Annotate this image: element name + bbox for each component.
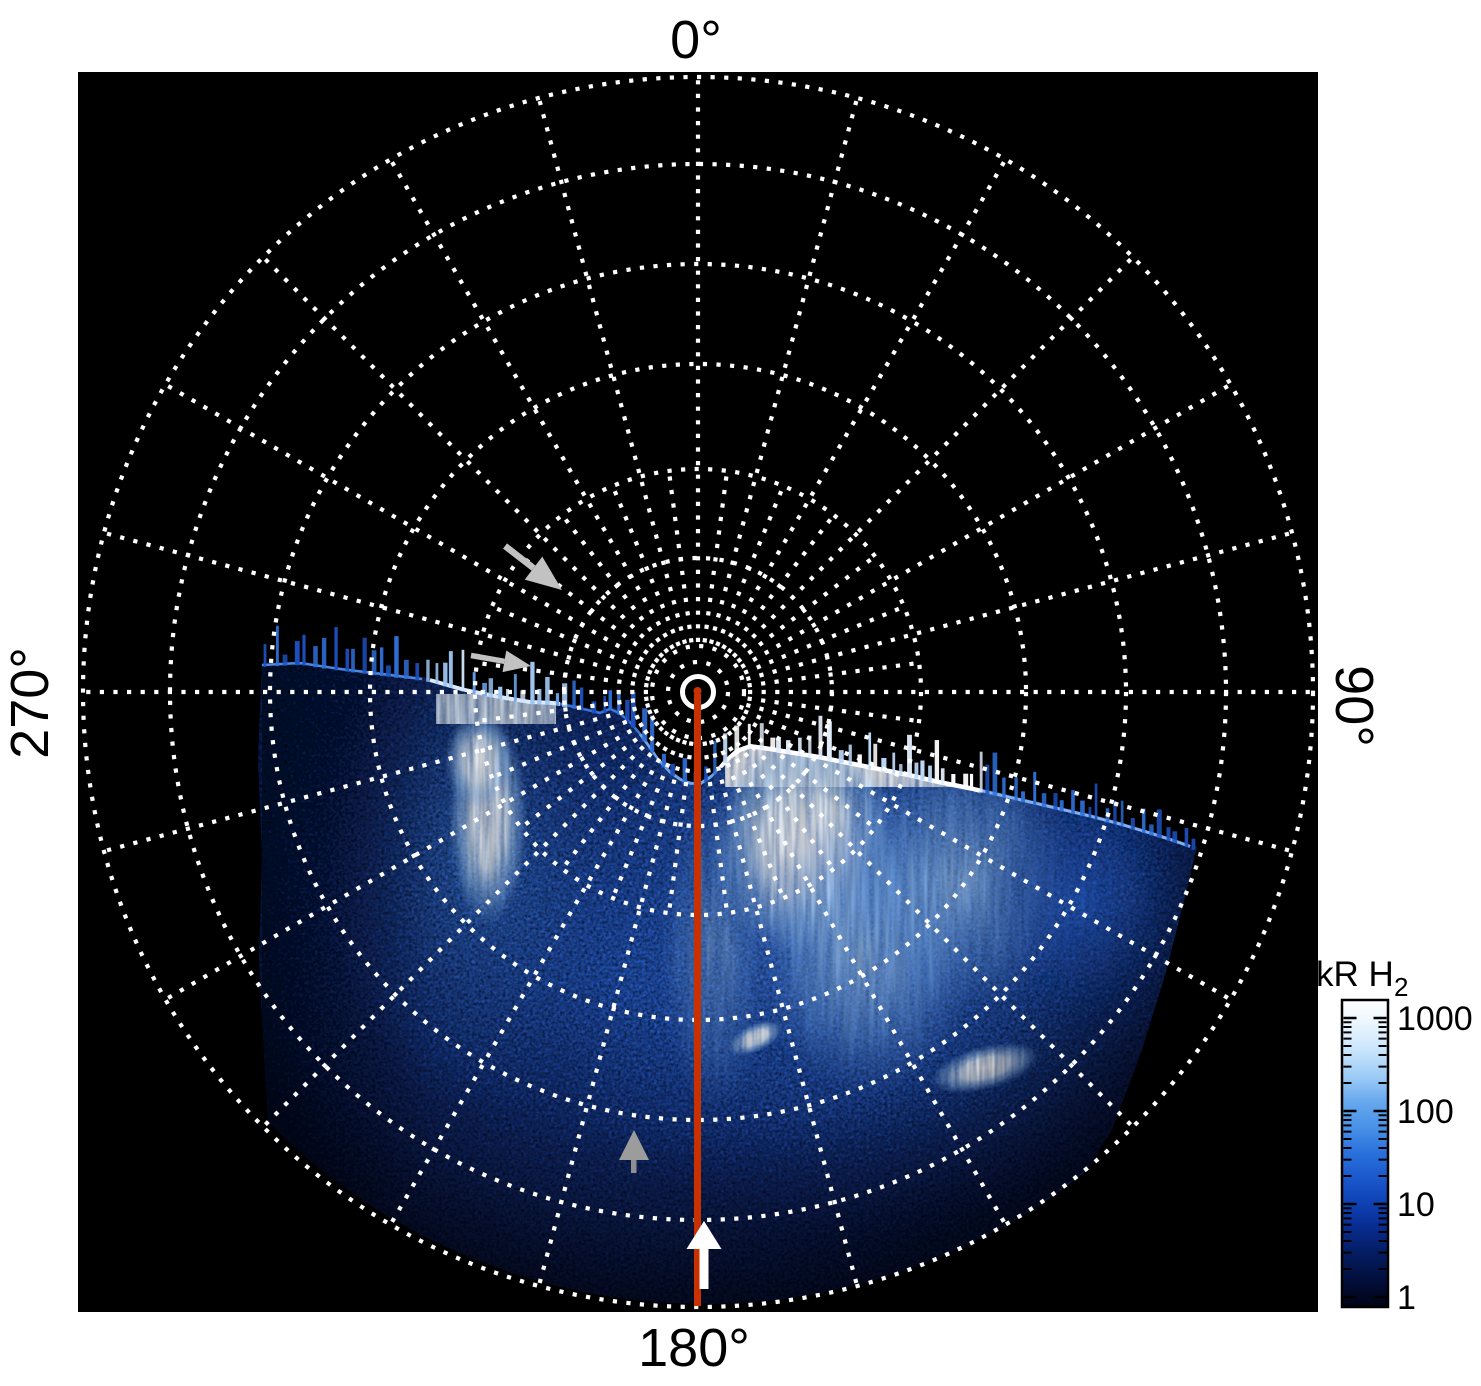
gray-arrow-inner-upper-left bbox=[470, 650, 531, 673]
angle-label-90: 90° bbox=[1324, 665, 1384, 747]
colorbar-tick-1000: 1000 bbox=[1397, 1000, 1473, 1038]
gray-triangle-marker bbox=[619, 1130, 649, 1173]
angle-label-270: 270° bbox=[0, 647, 60, 759]
angle-label-0: 0° bbox=[670, 10, 722, 70]
colorbar-tick-100: 100 bbox=[1397, 1093, 1454, 1131]
polar-grid bbox=[80, 74, 1316, 1310]
colorbar-title: kR H bbox=[1316, 955, 1394, 994]
colorbar-tick-10: 10 bbox=[1397, 1186, 1435, 1224]
pole-marker-dot bbox=[693, 687, 702, 695]
colorbar-tick-1: 1 bbox=[1397, 1279, 1416, 1317]
angle-label-180: 180° bbox=[638, 1318, 750, 1378]
colorbar-ticks bbox=[1343, 1016, 1387, 1299]
colorbar: kR H 2 1000 100 10 1 bbox=[1316, 955, 1473, 1317]
colorbar-title-subscript: 2 bbox=[1394, 972, 1408, 1002]
white-up-arrow bbox=[686, 1221, 722, 1289]
colorbar-gradient bbox=[1340, 998, 1390, 1309]
gray-arrow-outer-upper-left bbox=[503, 543, 562, 590]
